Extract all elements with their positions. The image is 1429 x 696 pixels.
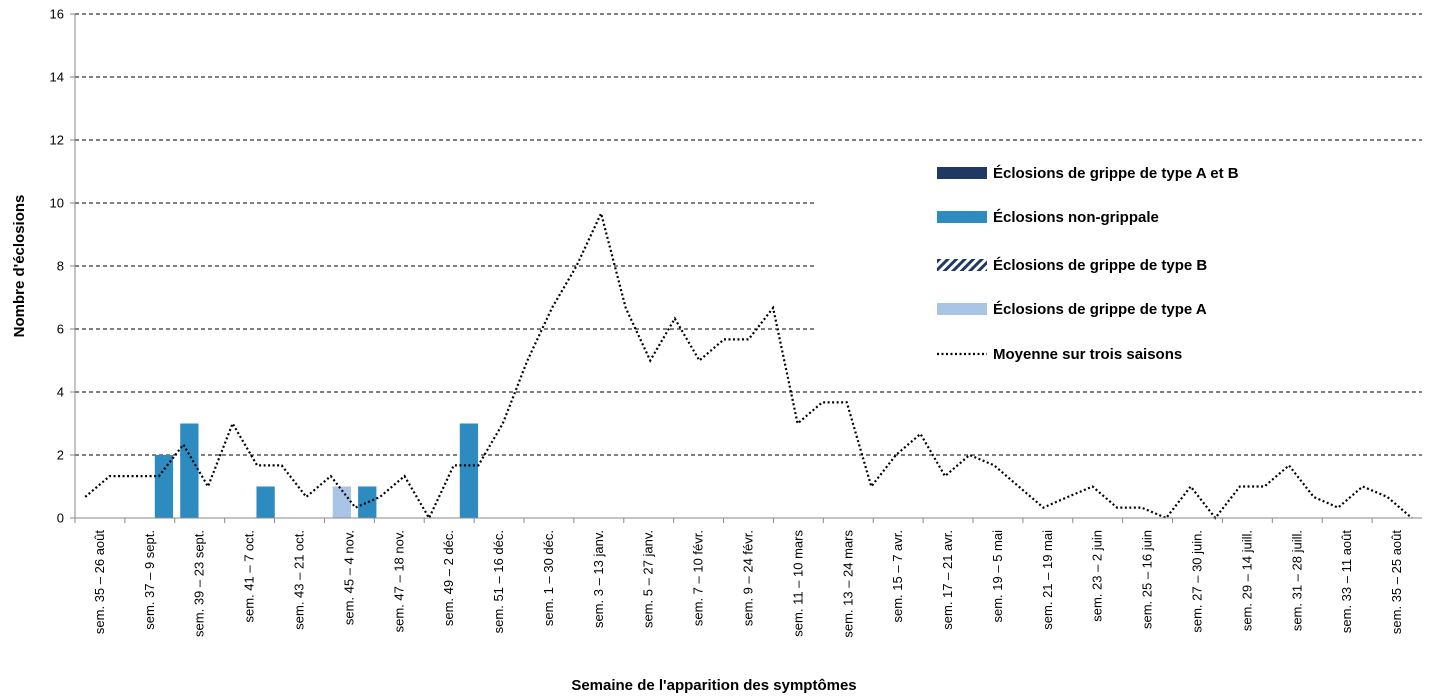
y-tick-label: 14 — [50, 70, 64, 85]
x-tick-label: sem. 35 – 26 août — [92, 530, 107, 634]
x-tick-label: sem. 3 – 13 janv. — [591, 530, 606, 628]
legend-label: Éclosions de grippe de type B — [993, 257, 1207, 274]
bar — [358, 486, 377, 518]
y-tick-label: 2 — [57, 448, 64, 463]
x-tick-label: sem. 37 – 9 sept. — [142, 530, 157, 630]
gridlines — [75, 13, 1422, 456]
y-axis-title: Nombre d'éclosions — [11, 195, 28, 338]
y-tick-label: 4 — [57, 385, 64, 400]
x-tick-labels: sem. 35 – 26 août sem. 37 – 9 sept. sem. 3… — [92, 530, 1404, 638]
x-tick-label: sem. 49 – 2 déc. — [441, 530, 456, 626]
bar — [154, 455, 174, 518]
x-tick-label: sem. 21 – 19 mai — [1040, 530, 1055, 630]
x-tick-label: sem. 45 – 4 nov. — [341, 530, 356, 625]
bars — [154, 423, 479, 518]
x-tick-label: sem. 51 – 16 déc. — [491, 530, 506, 633]
legend-swatch — [937, 211, 987, 223]
legend-label: Éclosions non-grippale — [993, 209, 1159, 226]
bar — [256, 486, 275, 518]
x-tick-label: sem. 33 – 11 août — [1339, 530, 1354, 633]
x-tick-label: sem. 1 – 30 déc. — [541, 530, 556, 626]
x-tick-label: sem. 13 – 24 mars — [840, 530, 855, 638]
y-tick-label: 12 — [50, 133, 64, 148]
series-line — [84, 210, 1413, 521]
y-tick-labels: 0 2 4 6 8 10 12 14 16 — [50, 7, 64, 526]
y-tick-label: 6 — [57, 322, 64, 337]
x-tick-label: sem. 23 – 2 juin — [1090, 530, 1105, 622]
x-tick-label: sem. 35 – 25 août — [1389, 530, 1404, 634]
x-tick-label: sem. 29 – 14 juill. — [1239, 530, 1254, 631]
legend-label: Moyenne sur trois saisons — [993, 346, 1182, 363]
x-tick-label: sem. 15 – 7 avr. — [890, 530, 905, 623]
x-tick-label: sem. 27 – 30 juin. — [1190, 530, 1205, 633]
x-tick-label: sem. 17 – 21 avr. — [940, 530, 955, 630]
x-tick-label: sem. 43 – 21 oct. — [292, 530, 307, 630]
x-tick-label: sem. 41 – 7 oct. — [242, 530, 257, 623]
legend: Éclosions de grippe de type A et B Éclosi… — [937, 165, 1239, 363]
y-tick-label: 0 — [57, 511, 64, 526]
x-tick-label: sem. 19 – 5 mai — [990, 530, 1005, 623]
bar — [459, 423, 479, 518]
x-tick-label: sem. 39 – 23 sept. — [192, 530, 207, 637]
x-tick-label: sem. 31 – 28 juill. — [1289, 530, 1304, 631]
y-tick-label: 8 — [57, 259, 64, 274]
legend-swatch — [937, 303, 987, 315]
bar — [180, 423, 199, 518]
x-tick-label: sem. 25 – 16 juin — [1140, 530, 1155, 629]
legend-label: Éclosions de grippe de type A — [993, 301, 1207, 318]
legend-swatch — [937, 167, 987, 179]
x-tick-label: sem. 5 – 27 janv. — [641, 530, 656, 628]
legend-swatch — [937, 259, 987, 271]
x-axis-title: Semaine de l'apparition des symptômes — [571, 677, 856, 694]
x-tick-label: sem. 47 – 18 nov. — [391, 530, 406, 632]
x-tick-label: sem. 7 – 10 févr. — [691, 530, 706, 626]
y-tick-label: 16 — [50, 7, 64, 22]
average-line-group — [84, 210, 1413, 521]
x-tick-label: sem. 11 – 10 mars — [790, 530, 805, 637]
y-tick-label: 10 — [50, 196, 64, 211]
axes — [70, 13, 1422, 523]
legend-label: Éclosions de grippe de type A et B — [993, 165, 1239, 182]
x-tick-label: sem. 9 – 24 févr. — [741, 530, 756, 626]
